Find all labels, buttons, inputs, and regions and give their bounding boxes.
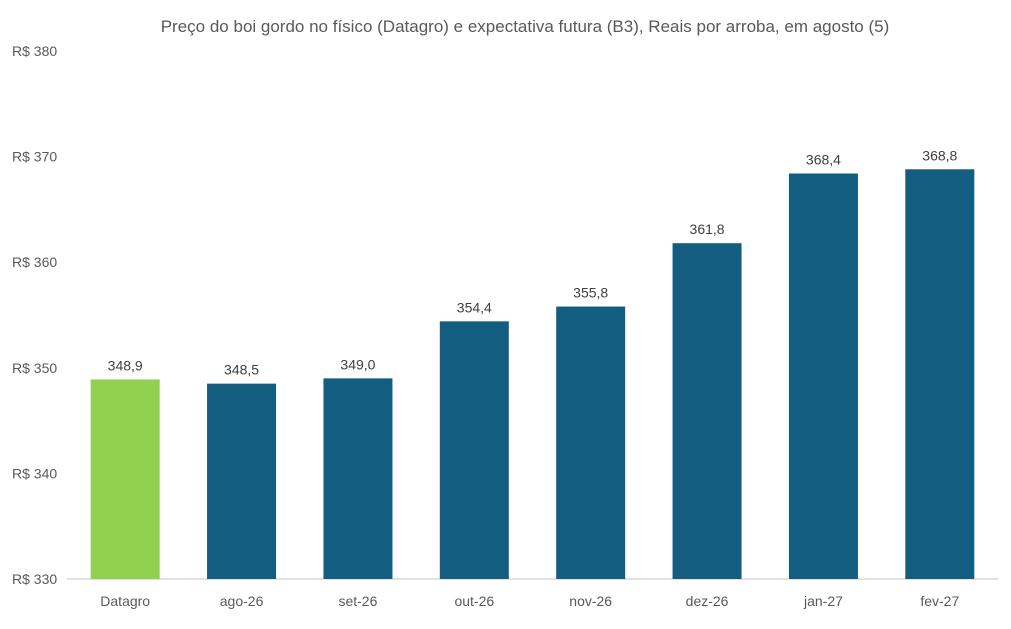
bar-value-label: 368,4	[806, 151, 841, 167]
x-tick-label: fev-27	[920, 593, 959, 609]
bar	[556, 306, 626, 579]
y-tick-label: R$ 360	[12, 254, 57, 270]
x-tick-label: set-26	[338, 593, 377, 609]
x-tick-label: ago-26	[220, 593, 264, 609]
bar-value-label: 348,5	[224, 362, 259, 378]
y-tick-label: R$ 350	[12, 360, 57, 376]
bar	[905, 169, 975, 579]
bar-value-label: 348,9	[108, 357, 143, 373]
bars-group	[90, 169, 975, 579]
bar	[207, 383, 277, 579]
y-tick-label: R$ 330	[12, 571, 57, 587]
bar-value-label: 355,8	[573, 285, 608, 301]
bar	[90, 379, 160, 579]
x-tick-label: dez-26	[686, 593, 729, 609]
x-tick-label: Datagro	[100, 593, 150, 609]
x-axis-ticks: Datagro ago-26 set-26 out-26 nov-26 dez-26 jan…	[100, 593, 959, 609]
value-labels-group: 348,9 348,5 349,0 354,4 355,8 361,8 368,4 368,8	[108, 147, 958, 377]
chart-title: Preço do boi gordo no físico (Datagro) e…	[161, 17, 890, 36]
y-tick-label: R$ 340	[12, 465, 57, 481]
y-tick-label: R$ 370	[12, 149, 57, 165]
bar	[672, 243, 742, 579]
bar	[788, 173, 858, 579]
x-tick-label: jan-27	[803, 593, 843, 609]
bar-value-label: 349,0	[340, 356, 375, 372]
x-tick-label: nov-26	[569, 593, 612, 609]
bar-value-label: 361,8	[690, 221, 725, 237]
bar-value-label: 368,8	[922, 147, 957, 163]
bar-value-label: 354,4	[457, 299, 492, 315]
y-axis-ticks: R$ 330 R$ 340 R$ 350 R$ 360 R$ 370 R$ 380	[12, 43, 57, 587]
bar	[323, 378, 393, 579]
x-tick-label: out-26	[454, 593, 494, 609]
y-tick-label: R$ 380	[12, 43, 57, 59]
bar	[439, 321, 509, 579]
